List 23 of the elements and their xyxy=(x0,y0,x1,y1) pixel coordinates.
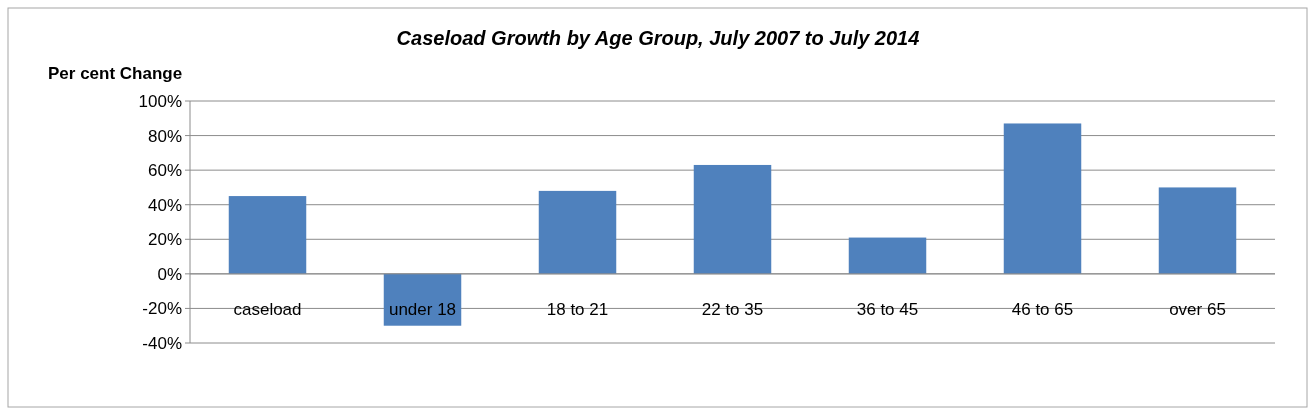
bar xyxy=(1003,123,1082,274)
bar xyxy=(538,190,617,274)
chart-title: Caseload Growth by Age Group, July 2007 to July 2014 xyxy=(396,27,920,49)
x-tick-label: 46 to 65 xyxy=(1011,299,1074,319)
y-tick-label: -40% xyxy=(142,333,182,353)
y-axis-title: Per cent Change xyxy=(48,64,183,83)
y-tick-label: 80% xyxy=(147,126,182,146)
x-tick-label: over 65 xyxy=(1169,299,1226,319)
bar xyxy=(693,164,772,274)
y-tick-label: 0% xyxy=(157,264,182,284)
y-tick-label: 100% xyxy=(138,91,182,111)
y-tick-label: 60% xyxy=(147,161,182,181)
x-tick-label: under 18 xyxy=(388,299,457,319)
bar xyxy=(1158,187,1237,274)
y-tick-label: 20% xyxy=(147,230,182,250)
bar xyxy=(228,196,307,274)
x-tick-label: 22 to 35 xyxy=(701,299,764,319)
y-tick-label: 40% xyxy=(147,195,182,215)
bar xyxy=(848,237,927,274)
y-tick-label: -20% xyxy=(142,299,182,319)
x-tick-label: caseload xyxy=(233,299,302,319)
x-tick-label: 18 to 21 xyxy=(546,299,609,319)
x-tick-label: 36 to 45 xyxy=(856,299,919,319)
